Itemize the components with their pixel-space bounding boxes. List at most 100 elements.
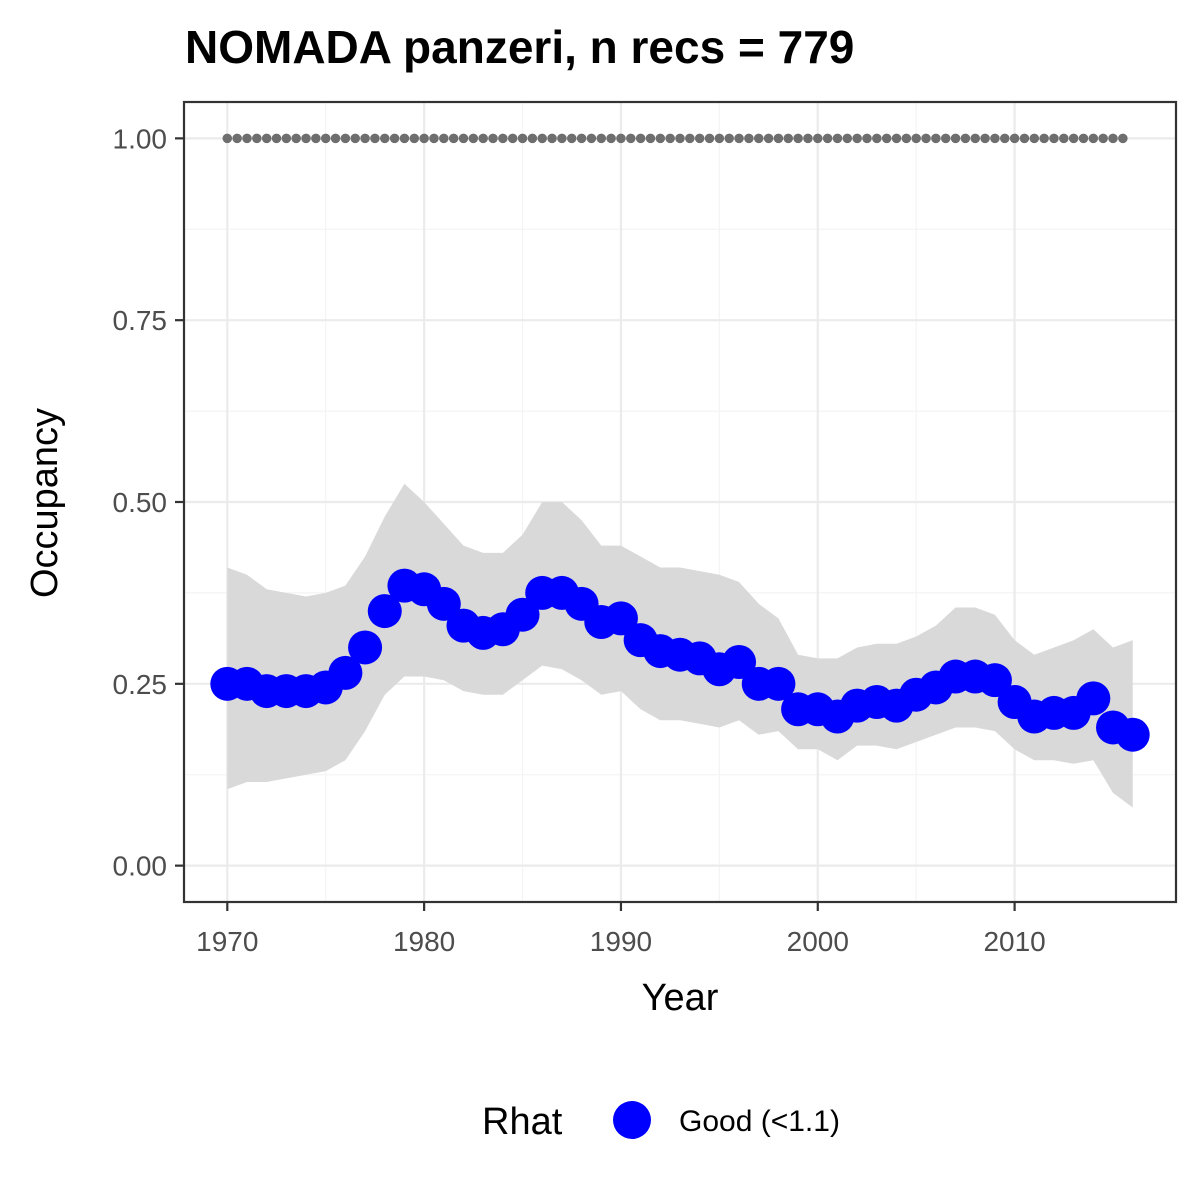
- reference-dot: [448, 133, 459, 144]
- reference-dot: [1078, 133, 1089, 144]
- legend-title: Rhat: [482, 1101, 563, 1143]
- x-tick-label: 2000: [787, 926, 849, 957]
- reference-dot: [724, 133, 735, 144]
- reference-dot: [1059, 133, 1069, 144]
- reference-dot: [458, 133, 469, 144]
- y-tick-label: 0.25: [113, 669, 168, 700]
- reference-dot: [330, 133, 341, 144]
- reference-dot: [586, 133, 597, 144]
- reference-dot: [803, 133, 813, 144]
- reference-dot: [1068, 133, 1079, 144]
- data-point: [1076, 681, 1111, 716]
- x-tick-label: 2010: [983, 926, 1045, 957]
- reference-dot: [271, 133, 282, 144]
- x-tick-label: 1990: [590, 926, 652, 957]
- reference-dot: [773, 133, 784, 144]
- data-point: [761, 666, 796, 701]
- chart-title: NOMADA panzeri, n recs = 779: [185, 21, 854, 73]
- reference-dot: [999, 133, 1010, 144]
- reference-dot: [842, 133, 853, 144]
- reference-dot: [734, 133, 744, 144]
- data-points-layer: [210, 568, 1150, 752]
- reference-dot: [1098, 133, 1108, 144]
- reference-dot: [872, 133, 882, 144]
- reference-dot: [222, 133, 233, 144]
- reference-dot: [1039, 133, 1049, 144]
- reference-dot: [439, 133, 449, 144]
- data-point: [505, 597, 540, 632]
- reference-dot: [1029, 133, 1040, 144]
- reference-dot: [625, 133, 636, 144]
- reference-dot: [990, 133, 1000, 144]
- reference-dot: [547, 133, 557, 144]
- grid-layer: [184, 102, 1176, 902]
- reference-dot: [635, 133, 646, 144]
- reference-dot: [970, 133, 981, 144]
- reference-dot: [409, 133, 420, 144]
- reference-dot: [261, 133, 272, 144]
- reference-dot: [576, 133, 587, 144]
- reference-dot: [606, 133, 616, 144]
- reference-dot: [311, 133, 321, 144]
- reference-dot: [704, 133, 715, 144]
- reference-dot: [852, 133, 862, 144]
- reference-dot: [557, 133, 567, 144]
- y-tick-label: 1.00: [113, 123, 168, 154]
- reference-dot: [242, 133, 252, 144]
- reference-dot: [340, 133, 351, 144]
- reference-dot: [281, 133, 292, 144]
- reference-dot: [763, 133, 774, 144]
- reference-dot: [370, 133, 380, 144]
- data-point: [977, 663, 1012, 698]
- reference-dot: [389, 133, 400, 144]
- y-axis: 0.00 0.25 0.50 0.75 1.00: [113, 123, 184, 882]
- reference-dot: [1118, 133, 1128, 144]
- data-point: [426, 586, 461, 621]
- reference-dot: [980, 133, 990, 144]
- reference-dot: [862, 133, 872, 144]
- reference-dot: [753, 133, 764, 144]
- reference-dot: [891, 133, 902, 144]
- y-axis-title: Occupancy: [24, 408, 66, 598]
- data-point: [328, 655, 363, 690]
- legend: Rhat Good (<1.1): [482, 1101, 840, 1143]
- reference-dot: [832, 133, 843, 144]
- reference-dot: [694, 133, 705, 144]
- reference-dot: [793, 133, 803, 144]
- reference-dot: [931, 133, 941, 144]
- x-tick-label: 1970: [196, 926, 258, 957]
- reference-dot: [685, 133, 695, 144]
- reference-dot: [419, 133, 429, 144]
- legend-label-good: Good (<1.1): [679, 1105, 840, 1138]
- reference-dot: [252, 133, 262, 144]
- y-tick-label: 0.75: [113, 305, 168, 336]
- reference-dot: [940, 133, 951, 144]
- reference-dot: [468, 133, 479, 144]
- reference-dot: [517, 133, 528, 144]
- reference-dot: [596, 133, 607, 144]
- reference-dot: [645, 133, 656, 144]
- reference-dots-layer: [222, 133, 1128, 144]
- reference-dot: [655, 133, 666, 144]
- data-point: [603, 601, 638, 636]
- x-axis-title: Year: [642, 977, 719, 1019]
- data-point: [1115, 717, 1150, 752]
- reference-dot: [399, 133, 410, 144]
- x-tick-label: 1980: [393, 926, 455, 957]
- reference-dot: [379, 133, 390, 144]
- reference-dot: [901, 133, 912, 144]
- reference-dot: [881, 133, 892, 144]
- reference-dot: [950, 133, 961, 144]
- reference-dot: [616, 133, 626, 144]
- reference-dot: [822, 133, 833, 144]
- data-point: [722, 645, 757, 679]
- reference-dot: [566, 133, 577, 144]
- data-point: [367, 594, 402, 629]
- reference-dot: [527, 133, 538, 144]
- reference-dot: [665, 133, 675, 144]
- reference-dot: [1088, 133, 1099, 144]
- reference-dot: [320, 133, 331, 144]
- reference-dot: [498, 133, 508, 144]
- legend-key-good: [613, 1101, 651, 1139]
